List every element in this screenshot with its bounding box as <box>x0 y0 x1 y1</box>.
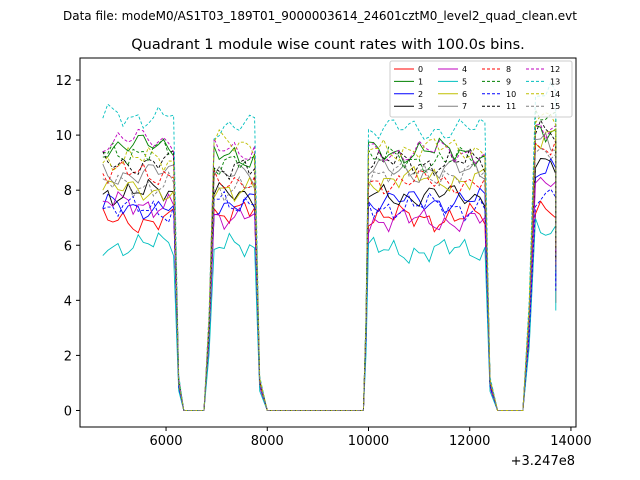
legend-label-15: 15 <box>550 102 560 111</box>
legend-label-5: 5 <box>462 77 467 86</box>
legend-label-11: 11 <box>506 102 516 111</box>
y-tick-label-6: 6 <box>64 239 72 254</box>
legend-label-0: 0 <box>418 65 423 74</box>
x-tick-label-10000: 10000 <box>348 434 389 449</box>
series-line-11 <box>102 119 557 411</box>
series-line-10 <box>102 188 557 411</box>
y-tick-label-12: 12 <box>55 74 72 89</box>
series-line-7 <box>102 132 557 411</box>
legend-label-3: 3 <box>418 102 423 111</box>
series-line-2 <box>102 157 557 411</box>
legend-label-6: 6 <box>462 90 467 99</box>
x-tick-label-14000: 14000 <box>550 434 591 449</box>
chart-suptitle: Data file: modeM0/AS1T03_189T01_90000036… <box>63 9 577 23</box>
series-line-4 <box>102 176 557 411</box>
series-line-8 <box>102 139 557 411</box>
y-tick-label-2: 2 <box>64 349 72 364</box>
series-line-13 <box>102 81 557 411</box>
series-line-3 <box>102 158 557 411</box>
plot-frame <box>79 57 577 428</box>
series-line-12 <box>102 124 557 411</box>
legend-box <box>389 60 573 118</box>
y-tick-label-8: 8 <box>64 184 72 199</box>
series-line-1 <box>102 124 557 411</box>
series-layer <box>102 81 557 411</box>
x-tick-label-6000: 6000 <box>149 434 182 449</box>
series-line-14 <box>102 112 557 411</box>
series-line-5 <box>102 218 557 411</box>
y-tick-label-10: 10 <box>55 129 72 144</box>
legend-label-9: 9 <box>506 77 511 86</box>
legend-label-10: 10 <box>506 90 516 99</box>
legend-label-1: 1 <box>418 77 423 86</box>
series-line-0 <box>102 200 557 411</box>
legend-label-7: 7 <box>462 102 467 111</box>
chart-title: Quadrant 1 module wise count rates with … <box>131 37 525 53</box>
x-tick-label-8000: 8000 <box>251 434 284 449</box>
series-line-15 <box>102 147 557 411</box>
y-tick-label-0: 0 <box>64 404 72 419</box>
legend-label-12: 12 <box>550 65 560 74</box>
legend-label-2: 2 <box>418 90 423 99</box>
x-axis-offset-label: +3.247e8 <box>511 454 575 469</box>
legend-label-4: 4 <box>462 65 467 74</box>
legend-label-14: 14 <box>550 90 560 99</box>
legend-label-8: 8 <box>506 65 511 74</box>
series-line-9 <box>102 109 557 411</box>
x-tick-label-12000: 12000 <box>449 434 490 449</box>
series-line-6 <box>102 129 557 411</box>
y-tick-label-4: 4 <box>64 294 72 309</box>
legend-label-13: 13 <box>550 77 560 86</box>
